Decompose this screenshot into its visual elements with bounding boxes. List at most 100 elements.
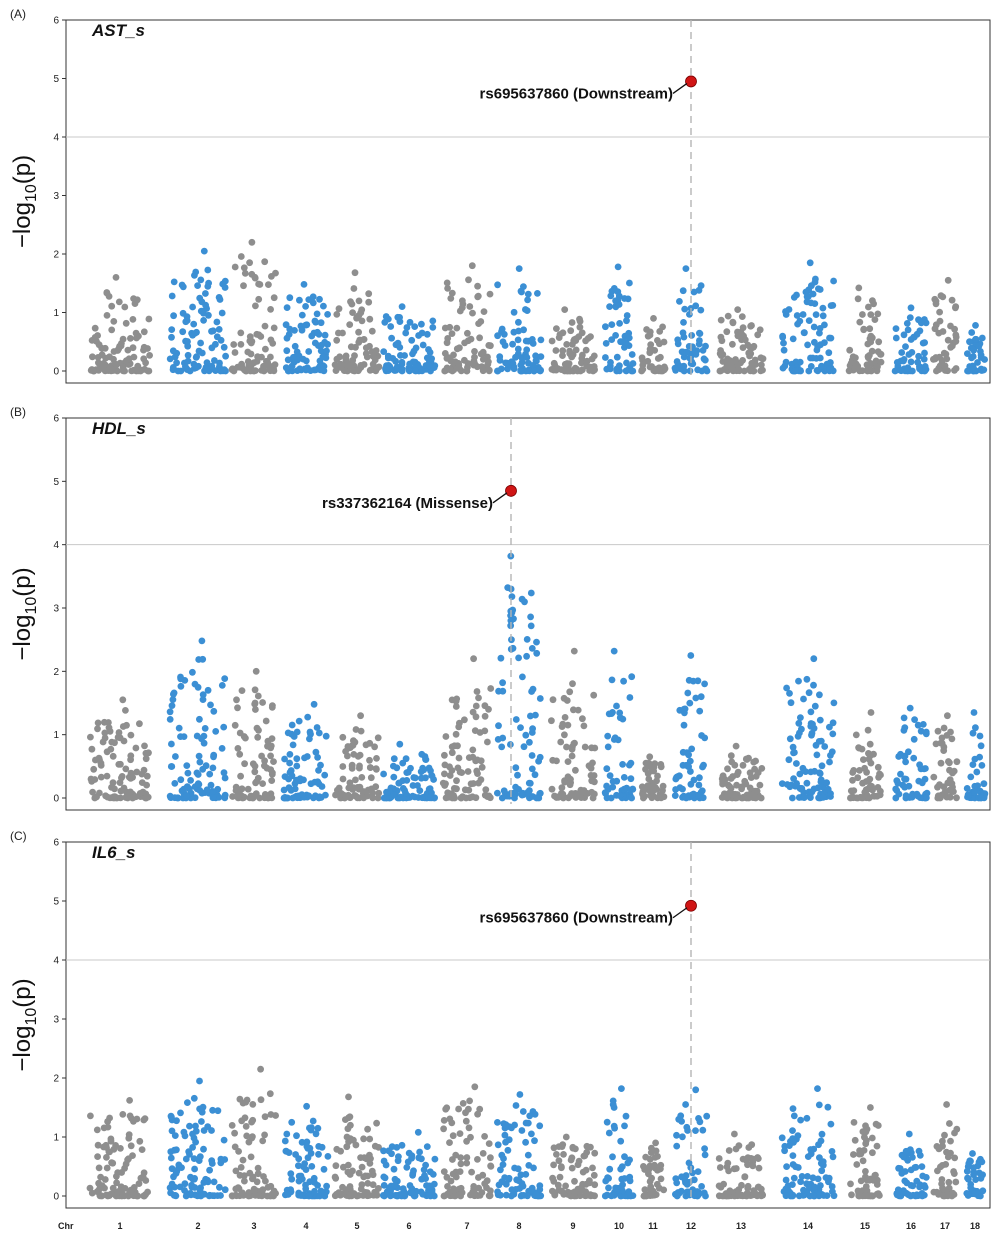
snp-point [87,367,95,374]
snp-point [168,333,175,341]
snp-point [570,706,577,714]
snp-point [487,1154,494,1162]
snp-point [244,785,252,793]
snp-point [301,754,308,762]
snp-point [502,1121,510,1129]
snp-point [110,318,118,325]
snp-point [487,1163,495,1170]
y-tick-label: 5 [53,477,59,488]
snp-point [234,704,241,712]
snp-point [192,1138,200,1146]
snp-point [515,318,522,326]
snp-point [231,349,239,356]
snp-point [851,364,859,372]
snp-point [948,735,956,743]
snp-point [531,771,539,779]
snp-point [870,792,878,800]
snp-point [352,726,360,733]
snp-point [319,353,327,361]
snp-point [196,787,204,794]
snp-point [576,323,584,331]
snp-point-peak [471,1083,479,1091]
snp-point [270,758,277,765]
snp-point [549,756,557,764]
snp-point [93,793,100,801]
snp-point [140,346,147,354]
snp-point [485,1140,493,1147]
snp-point [382,794,390,802]
snp-point [859,779,866,787]
snp-point [346,779,354,787]
snp-point [866,740,874,748]
snp-point [132,329,140,337]
snp-point [644,357,652,365]
snp-point [302,1185,310,1193]
snp-point [364,1125,371,1133]
snp-point [199,655,207,663]
snp-point [694,791,701,799]
snp-point [138,1146,146,1153]
snp-point [409,792,417,800]
snp-point [364,1180,372,1187]
chr-label: 18 [970,1221,980,1231]
snp-point [701,680,708,688]
snp-point [348,742,356,750]
snp-point [309,1117,317,1125]
snp-point [94,719,102,727]
snp-point [854,794,862,802]
trait-title: HDL_s [92,419,146,438]
snp-point [441,751,448,759]
snp-point [88,745,96,753]
snp-point [215,326,223,333]
snp-point [569,791,577,799]
snp-point [564,721,572,729]
snp-point [909,1182,917,1190]
snp-point [528,645,536,652]
snp-point [267,353,274,361]
snp-point [792,367,799,375]
snp-point [609,778,617,785]
snp-point [560,1151,567,1158]
snp-point [864,792,871,800]
snp-point [231,1129,239,1137]
y-tick-label: 0 [53,1192,59,1203]
snp-point [229,793,237,800]
snp-point [920,355,928,363]
snp-point [794,1164,802,1171]
snp-point [964,1174,971,1182]
snp-point [234,794,242,802]
snp-point [167,1154,175,1162]
snp-point [288,772,296,780]
snp-point [980,366,988,374]
snp-point [495,722,502,730]
snp-point [910,754,918,762]
snp-point [480,308,488,315]
snp-point [101,734,109,742]
snp-point [563,743,570,751]
snp-point [111,785,118,793]
snp-point [783,684,790,692]
y-tick-label: 6 [53,414,59,425]
snp-point [821,339,828,346]
snp-point [800,695,807,703]
snp-point [96,1182,104,1190]
snp-point [426,1182,433,1190]
snp-point [177,776,185,784]
snp-point [963,785,971,792]
snp-point [686,367,694,375]
snp-point [197,276,205,284]
snp-point [421,1172,428,1180]
annotation-leader [492,492,508,504]
snp-point [143,772,151,780]
snp-point [317,794,325,801]
snp-point [758,361,765,369]
annotation-leader [672,907,688,919]
snp-point [403,769,411,776]
snp-point [339,763,347,770]
snp-point [362,1172,369,1180]
snp-point [932,354,940,361]
snp-point-peak [944,276,952,284]
snp-point [236,1192,244,1200]
snp-point [587,764,595,772]
snp-point [397,352,404,359]
